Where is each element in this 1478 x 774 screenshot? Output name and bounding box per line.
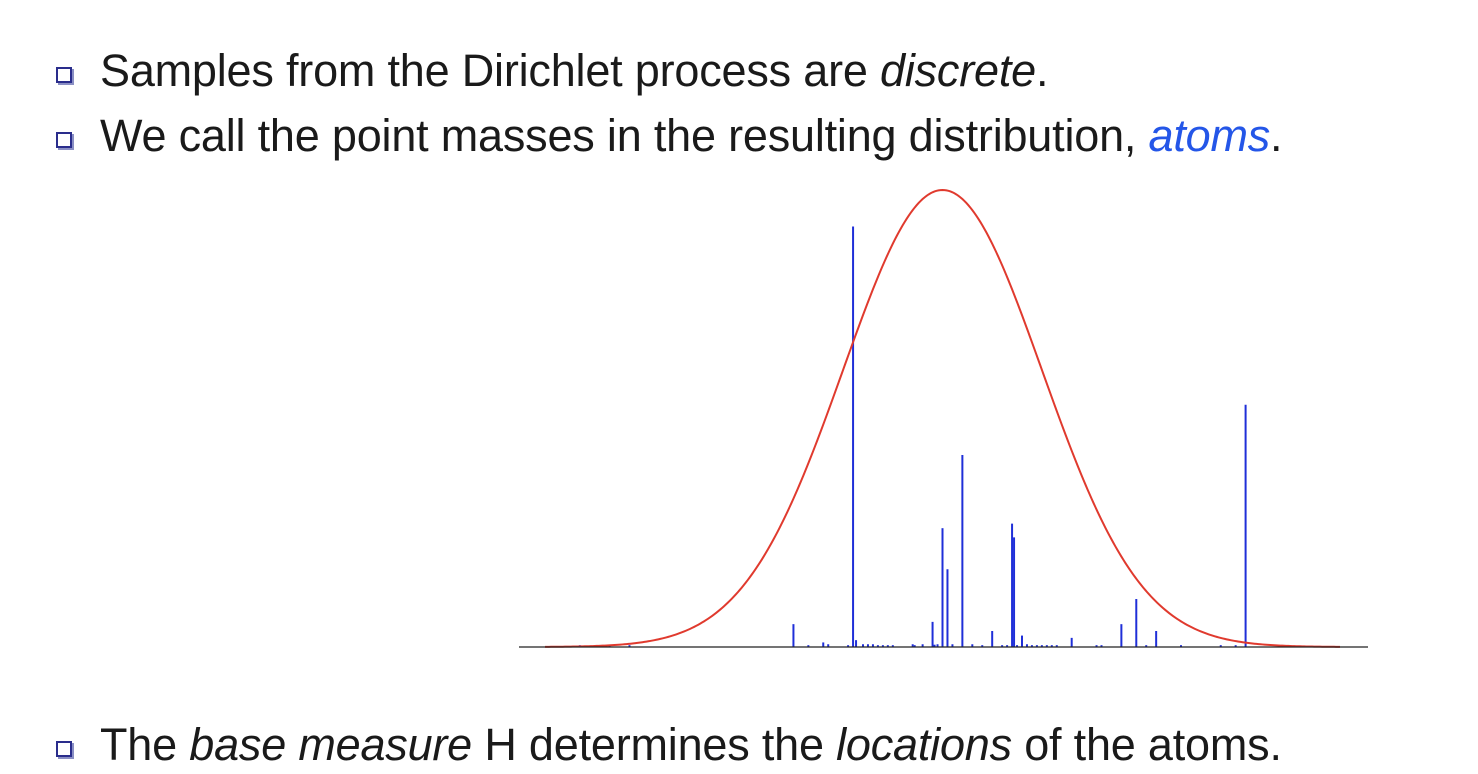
text-segment: .: [1035, 45, 1049, 96]
emphasis-text: locations: [836, 719, 1012, 770]
emphasis-text: base measure: [189, 719, 473, 770]
bullet-discrete-samples: Samples from the Dirichlet process are d…: [56, 48, 1048, 93]
text-segment: H determines the: [472, 719, 837, 770]
bullet-square-icon: [56, 740, 72, 757]
bullet-text: We call the point masses in the resultin…: [100, 110, 1283, 161]
emphasis-text: atoms: [1148, 110, 1271, 161]
text-segment: .: [1270, 110, 1283, 161]
bullet-text: Samples from the Dirichlet process are d…: [100, 48, 1048, 93]
bullet-square-icon: [56, 131, 72, 148]
emphasis-text: discrete: [880, 45, 1036, 96]
text-segment: We call the point masses in the resultin…: [100, 110, 1149, 161]
atoms-series: [578, 226, 1247, 647]
text-segment: of the atoms.: [1011, 719, 1282, 770]
bullet-base-measure: The base measure H determines the locati…: [56, 722, 1282, 767]
bullet-atoms-definition: We call the point masses in the resultin…: [56, 110, 1283, 161]
bullet-text: The base measure H determines the locati…: [100, 722, 1282, 767]
base-measure-density-curve: [544, 188, 1341, 648]
text-segment: The: [100, 719, 190, 770]
bullet-square-icon: [56, 66, 72, 83]
text-segment: Samples from the Dirichlet process are: [100, 45, 880, 96]
